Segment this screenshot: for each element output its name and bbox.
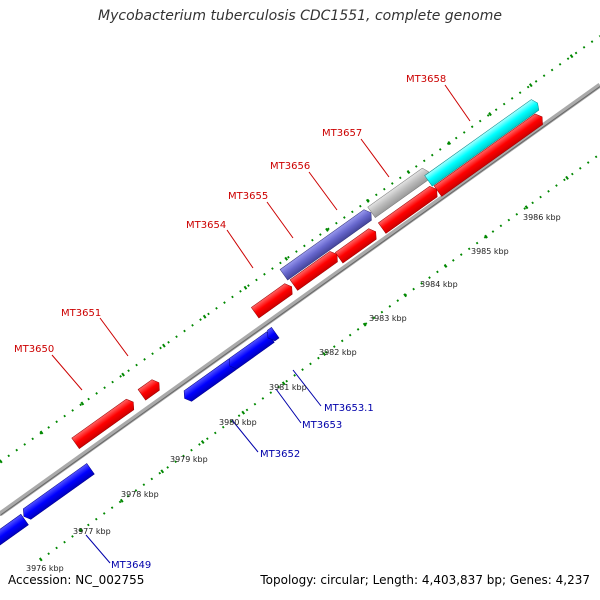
gene-label-mt3650[interactable]: MT3650	[14, 344, 54, 355]
gene-label-mt3655[interactable]: MT3655	[228, 191, 268, 202]
gene-label-mt3651[interactable]: MT3651	[61, 308, 101, 319]
scale-label-3976: 3976 kbp	[26, 564, 64, 573]
gene-label-mt3654[interactable]: MT3654	[186, 220, 226, 231]
map-title: Mycobacterium tuberculosis CDC1551, comp…	[98, 8, 502, 24]
gene-mt3652[interactable]	[181, 358, 237, 404]
inner-tick-ring	[38, 152, 600, 562]
gene-label-mt3656[interactable]: MT3656	[270, 161, 310, 172]
scale-label-3985: 3985 kbp	[471, 247, 509, 256]
callout-mt3655	[266, 201, 294, 239]
scale-labels: 3976 kbp 3977 kbp 3978 kbp 3979 kbp 3980…	[26, 213, 561, 573]
gene-label-mt3649[interactable]: MT3649	[111, 560, 151, 571]
scale-label-3984: 3984 kbp	[420, 280, 458, 289]
callout-mt3649	[85, 534, 111, 564]
gene-mt3649-b[interactable]	[20, 463, 95, 521]
genome-summary-text: Topology: circular; Length: 4,403,837 bp…	[260, 573, 590, 587]
gene-label-mt3653-1[interactable]: MT3653.1	[324, 403, 374, 414]
outer-tick-ring	[0, 34, 600, 464]
highlighted-genes	[279, 98, 542, 281]
gene-mt3654-b[interactable]	[289, 249, 341, 291]
callout-mt3658	[444, 84, 471, 122]
callout-mt3656	[308, 171, 338, 211]
callout-mt3651	[99, 317, 129, 357]
gene-mt3658[interactable]	[424, 98, 542, 187]
gene-label-mt3652[interactable]: MT3652	[260, 449, 300, 460]
scale-label-3981: 3981 kbp	[269, 383, 307, 392]
scale-label-3978: 3978 kbp	[121, 490, 159, 499]
callout-mt3654	[226, 229, 254, 269]
reverse-gene-labels: MT3649 MT3652 MT3653 MT3653.1	[111, 403, 374, 571]
callout-mt3657	[360, 138, 390, 178]
gene-label-mt3657[interactable]: MT3657	[322, 128, 362, 139]
inner-ring-major-ticks	[38, 152, 600, 562]
gene-mt3654-a[interactable]	[250, 281, 295, 319]
callout-mt3652	[231, 419, 259, 453]
scale-label-3986: 3986 kbp	[523, 213, 561, 222]
scale-label-3982: 3982 kbp	[319, 348, 357, 357]
gene-mt3654-purple[interactable]	[279, 207, 375, 281]
gene-label-mt3653[interactable]: MT3653	[302, 420, 342, 431]
scale-label-3980: 3980 kbp	[219, 418, 257, 427]
callout-mt3653-1	[292, 369, 322, 407]
scale-label-3977: 3977 kbp	[73, 527, 111, 536]
gene-mt3650[interactable]	[71, 397, 137, 449]
genome-backbone	[0, 82, 600, 517]
gene-mt3657[interactable]	[433, 112, 546, 197]
accession-text: Accession: NC_002755	[8, 573, 145, 587]
gene-mt3649-a[interactable]	[0, 513, 29, 549]
gene-mt3656[interactable]	[378, 184, 440, 234]
gene-label-mt3658[interactable]: MT3658	[406, 74, 446, 85]
callout-mt3650	[51, 354, 83, 391]
forward-genes	[71, 112, 546, 449]
reverse-callout-lines	[85, 369, 322, 564]
forward-gene-labels: MT3650 MT3651 MT3654 MT3655 MT3656 MT365…	[14, 74, 446, 355]
outer-ring-major-ticks	[0, 34, 600, 464]
gene-mt3653-1[interactable]	[264, 327, 280, 343]
gene-mt3651[interactable]	[137, 377, 163, 401]
reverse-genes	[0, 327, 280, 549]
scale-label-3983: 3983 kbp	[369, 314, 407, 323]
gene-mt3653[interactable]	[226, 331, 275, 372]
scale-label-3979: 3979 kbp	[170, 455, 208, 464]
gene-mt3655[interactable]	[334, 226, 379, 264]
callout-mt3653	[275, 388, 302, 424]
forward-callout-lines	[51, 84, 471, 391]
